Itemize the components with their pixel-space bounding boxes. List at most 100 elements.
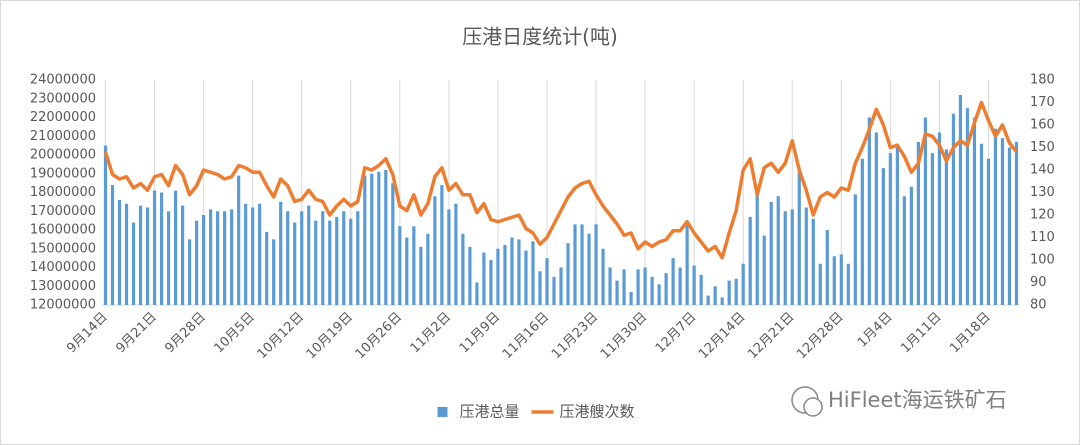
- bar: [839, 254, 843, 305]
- bar: [741, 263, 745, 305]
- bar: [923, 117, 927, 305]
- bar: [461, 233, 465, 305]
- bar: [391, 183, 395, 305]
- bar: [152, 190, 157, 305]
- bar: [657, 284, 661, 305]
- y2-tick-label: 80: [1030, 298, 1047, 313]
- bar: [173, 190, 178, 305]
- bar: [678, 267, 682, 305]
- y2-tick-label: 160: [1030, 118, 1055, 133]
- bar: [902, 196, 906, 305]
- y-tick-label: 19000000: [30, 166, 96, 181]
- bar: [986, 158, 991, 305]
- bar: [1007, 147, 1012, 305]
- bar: [328, 220, 332, 305]
- bar: [482, 252, 486, 305]
- bar: [552, 276, 556, 305]
- bar: [671, 258, 675, 305]
- bar: [965, 108, 970, 305]
- bar: [363, 175, 367, 305]
- bar: [258, 203, 262, 305]
- bar: [187, 239, 192, 305]
- bar: [440, 185, 444, 305]
- bar: [426, 233, 430, 305]
- bar: [944, 149, 949, 305]
- y-tick-label: 17000000: [30, 204, 96, 219]
- bar: [580, 224, 584, 305]
- y2-tick-label: 140: [1030, 163, 1055, 178]
- bar: [762, 235, 766, 305]
- bar: [489, 260, 493, 305]
- bar: [790, 209, 794, 305]
- bar: [615, 280, 619, 305]
- bar: [573, 224, 577, 305]
- bar: [447, 209, 451, 305]
- bar: [951, 113, 956, 305]
- bar: [244, 203, 248, 305]
- watermark-text: HiFleet海运铁矿石: [828, 388, 1007, 412]
- bar: [356, 211, 360, 305]
- y-tick-label: 12000000: [30, 298, 96, 313]
- bar: [783, 211, 787, 305]
- bar: [293, 222, 297, 305]
- bar: [138, 205, 143, 305]
- bar: [846, 263, 850, 305]
- bar: [993, 128, 998, 305]
- bar: [608, 267, 612, 305]
- bar: [930, 153, 935, 305]
- bar: [685, 222, 689, 305]
- bar: [524, 250, 528, 305]
- bar: [594, 224, 598, 305]
- bar: [629, 291, 633, 305]
- bar: [867, 117, 871, 305]
- bar: [419, 246, 423, 305]
- bar: [748, 216, 752, 305]
- bar: [131, 222, 136, 305]
- bar: [860, 158, 864, 305]
- bar: [265, 231, 269, 305]
- bar: [370, 173, 374, 305]
- y2-tick-label: 120: [1030, 208, 1055, 223]
- y2-tick-label: 110: [1030, 230, 1055, 245]
- y-tick-label: 16000000: [30, 223, 96, 238]
- legend-label: 压港总量: [460, 403, 520, 421]
- bar: [279, 201, 283, 305]
- bar: [503, 245, 507, 305]
- y-tick-label: 14000000: [30, 260, 96, 275]
- bar: [300, 211, 304, 305]
- watermark: HiFleet海运铁矿石: [791, 386, 1007, 417]
- y-tick-label: 23000000: [30, 91, 96, 106]
- bar: [180, 205, 185, 305]
- y-tick-label: 15000000: [30, 241, 96, 256]
- bar: [195, 220, 199, 305]
- bar: [468, 246, 472, 305]
- bar: [377, 171, 381, 305]
- bar: [797, 171, 801, 305]
- bar: [650, 276, 654, 305]
- bar: [230, 209, 234, 305]
- y2-tick-label: 100: [1030, 253, 1055, 268]
- bar: [349, 218, 353, 305]
- bar: [314, 220, 318, 305]
- bar: [159, 192, 164, 305]
- bar: [734, 278, 738, 305]
- bar: [601, 248, 605, 305]
- bar: [496, 248, 500, 305]
- bar: [811, 218, 815, 305]
- y-tick-label: 24000000: [30, 73, 96, 88]
- bar: [412, 226, 416, 305]
- bar: [937, 132, 942, 305]
- y-tick-label: 13000000: [30, 279, 96, 294]
- bar: [321, 211, 325, 305]
- bar: [251, 207, 255, 305]
- bar: [475, 282, 479, 305]
- bar: [769, 201, 773, 305]
- bar: [818, 263, 822, 305]
- bar: [720, 297, 724, 305]
- bar: [888, 153, 892, 305]
- y-tick-label: 22000000: [30, 110, 96, 125]
- bar: [517, 239, 521, 305]
- y-tick-label: 21000000: [30, 129, 96, 144]
- bar: [699, 275, 703, 305]
